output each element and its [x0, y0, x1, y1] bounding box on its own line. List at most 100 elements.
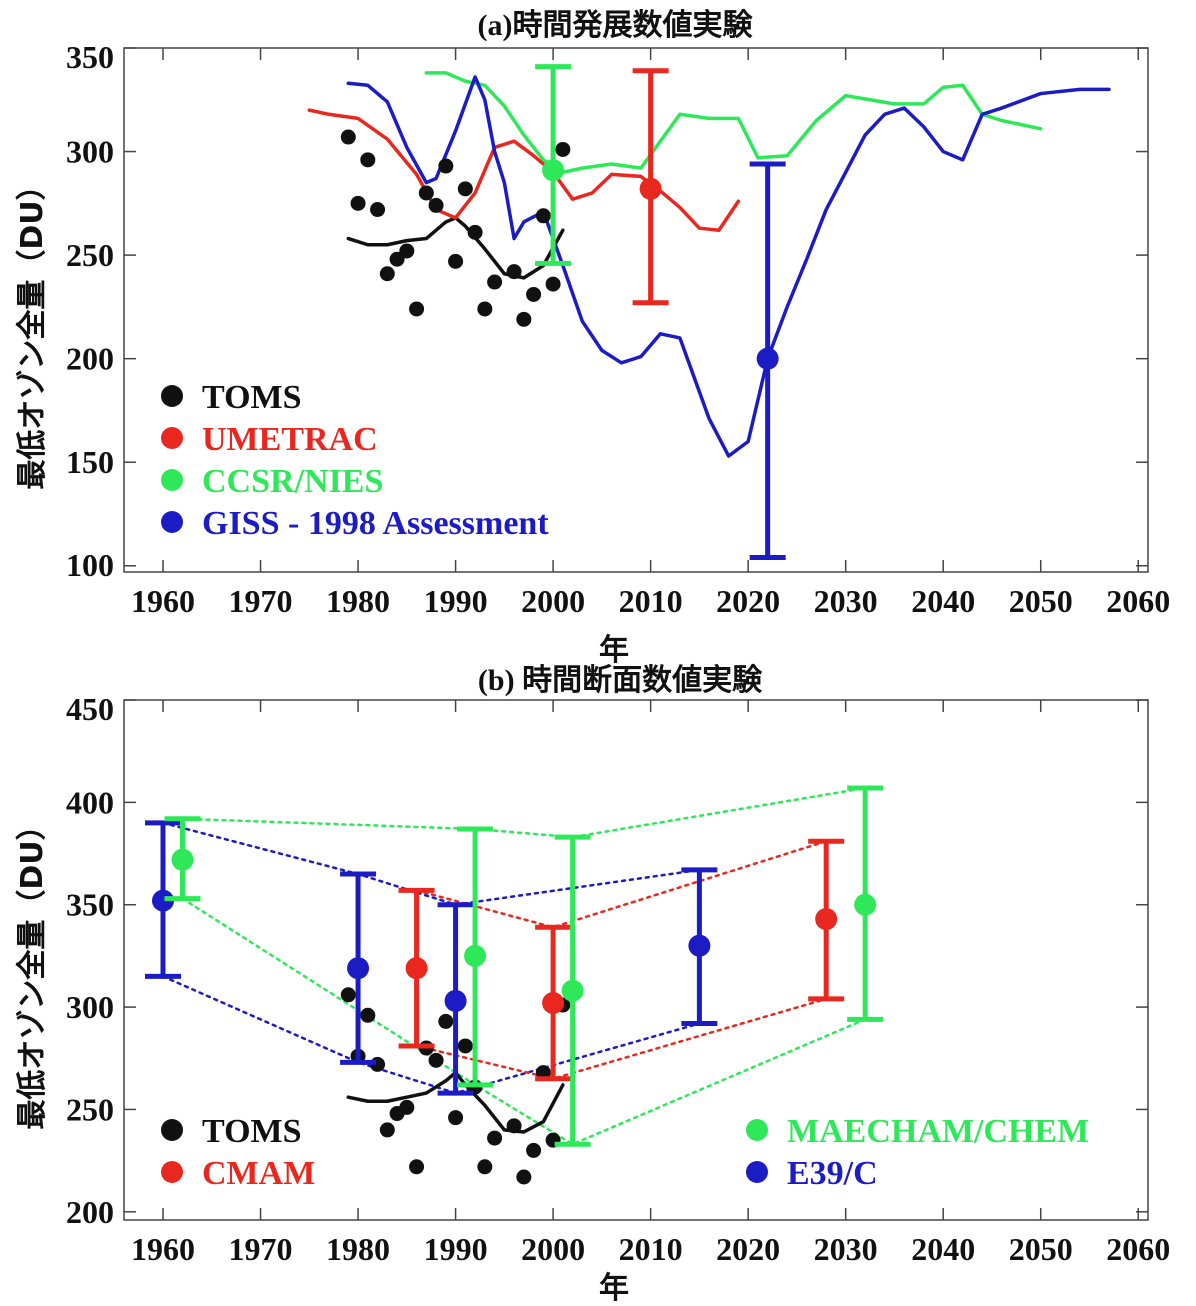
- x-tick-label: 2000: [521, 1231, 585, 1267]
- error-bar-marker: [398, 887, 435, 1049]
- x-tick-label: 2010: [619, 583, 683, 619]
- x-tick-label: 2040: [911, 1231, 975, 1267]
- dotted-link-line: [161, 975, 701, 1095]
- dotted-link-line: [161, 821, 701, 907]
- y-tick-label: 400: [66, 784, 114, 820]
- x-tick-label: 2040: [911, 583, 975, 619]
- legend-entry: UMETRAC: [161, 421, 378, 458]
- panel-a-ticks: [124, 47, 1148, 572]
- error-bar-marker: [437, 902, 474, 1096]
- panel-a-title: (a)時間発展数値実験: [478, 9, 754, 42]
- x-tick-label: 1980: [326, 583, 390, 619]
- x-tick-label: 2060: [1106, 583, 1170, 619]
- error-bar-marker: [340, 871, 377, 1065]
- panel-a-series-lines: [307, 71, 1111, 458]
- toms-data-point: [399, 1099, 415, 1115]
- toms-data-point: [409, 301, 425, 317]
- toms-data-point: [516, 311, 532, 327]
- panel-b-ticks: [124, 699, 1148, 1220]
- x-tick-label: 2020: [716, 583, 780, 619]
- panel-a-error-bars: [535, 64, 786, 561]
- panel-b-plot-frame: [123, 699, 1149, 1221]
- dotted-link-line: [181, 786, 867, 839]
- toms-data-point: [399, 243, 415, 259]
- panel-b-y-tick-labels: 200 250 300 350 400 450: [66, 691, 114, 1230]
- y-tick-label: 250: [66, 1091, 114, 1127]
- x-tick-label: 1970: [229, 583, 293, 619]
- series-line: [346, 216, 565, 280]
- legend-marker: [161, 427, 183, 449]
- toms-data-point: [428, 1052, 444, 1068]
- legend-marker: [161, 1161, 183, 1183]
- error-bar-center-point: [688, 934, 711, 957]
- error-bar-marker: [535, 924, 572, 1082]
- x-tick-label: 2010: [619, 1231, 683, 1267]
- legend-entry: MAECHAM/CHEM: [746, 1113, 1089, 1150]
- y-tick-label: 150: [66, 444, 114, 480]
- legend-entry: TOMS: [161, 379, 302, 416]
- legend-entry: TOMS: [161, 1113, 302, 1150]
- toms-data-point: [457, 181, 473, 197]
- error-bar-center-point: [756, 347, 779, 370]
- toms-data-point: [360, 152, 376, 168]
- panel-b-error-bars: [145, 785, 884, 1147]
- error-bar-center-point: [405, 957, 428, 980]
- error-bar-center-point: [347, 957, 370, 980]
- toms-data-point: [555, 141, 571, 157]
- error-bar-center-point: [542, 991, 565, 1014]
- panel-a-x-tick-labels: 1960 1970 1980 1990 2000 2010 2020 2030 2040 2050…: [131, 583, 1170, 619]
- toms-data-point: [340, 987, 356, 1003]
- panel-b-title: (b) 時間断面数値実験: [478, 664, 763, 697]
- legend-label: TOMS: [202, 1113, 302, 1150]
- series-line: [346, 75, 1111, 458]
- panel-b-y-axis-label: 最低オゾン全量（DU）: [15, 810, 50, 1129]
- y-tick-label: 100: [66, 547, 114, 583]
- toms-data-point: [535, 208, 551, 224]
- legend-label: GISS - 1998 Assessment: [202, 505, 549, 542]
- error-bar-marker: [847, 785, 884, 1022]
- toms-data-point: [487, 1130, 503, 1146]
- x-tick-label: 2030: [814, 1231, 878, 1267]
- y-tick-label: 300: [66, 989, 114, 1025]
- legend-marker: [746, 1161, 768, 1183]
- x-tick-label: 1970: [229, 1231, 293, 1267]
- panel-a-y-tick-labels: 100 150 200 250 300 350: [66, 39, 114, 583]
- toms-data-point: [487, 274, 503, 290]
- error-bar-marker: [632, 68, 669, 306]
- x-tick-label: 2060: [1106, 1231, 1170, 1267]
- error-bar-center-point: [854, 893, 877, 916]
- toms-data-point: [370, 202, 386, 218]
- y-tick-label: 350: [66, 887, 114, 923]
- error-bar-marker: [164, 816, 201, 902]
- x-tick-label: 2020: [716, 1231, 780, 1267]
- toms-data-point: [526, 1142, 542, 1158]
- panel-a-y-axis-label: 最低オゾン全量（DU）: [15, 170, 50, 489]
- error-bar-center-point: [152, 889, 175, 912]
- toms-data-point: [428, 197, 444, 213]
- x-tick-label: 1980: [326, 1231, 390, 1267]
- panel-b-legend: TOMS CMAM MAECHAM/CHEM E39/C: [161, 1113, 1089, 1192]
- error-bar-marker: [457, 826, 494, 1088]
- toms-data-point: [350, 195, 366, 211]
- x-tick-label: 2050: [1009, 583, 1073, 619]
- legend-entry: CCSR/NIES: [161, 463, 383, 500]
- error-bar-marker: [681, 867, 718, 1026]
- toms-data-point: [379, 1122, 395, 1138]
- toms-data-point: [409, 1159, 425, 1175]
- toms-data-point: [438, 1013, 454, 1029]
- toms-data-point: [467, 224, 483, 240]
- legend-label: TOMS: [202, 379, 302, 416]
- toms-data-point: [506, 264, 522, 280]
- y-tick-label: 450: [66, 691, 114, 727]
- dotted-link-line: [181, 897, 867, 1146]
- toms-data-point: [448, 253, 464, 269]
- legend-marker: [161, 511, 183, 533]
- legend-entry: CMAM: [161, 1155, 315, 1192]
- legend-label: MAECHAM/CHEM: [787, 1113, 1089, 1150]
- x-tick-label: 1960: [131, 1231, 195, 1267]
- toms-data-point: [438, 158, 454, 174]
- dotted-link-line: [415, 997, 828, 1081]
- series-line: [424, 71, 1043, 175]
- toms-data-point: [477, 1159, 493, 1175]
